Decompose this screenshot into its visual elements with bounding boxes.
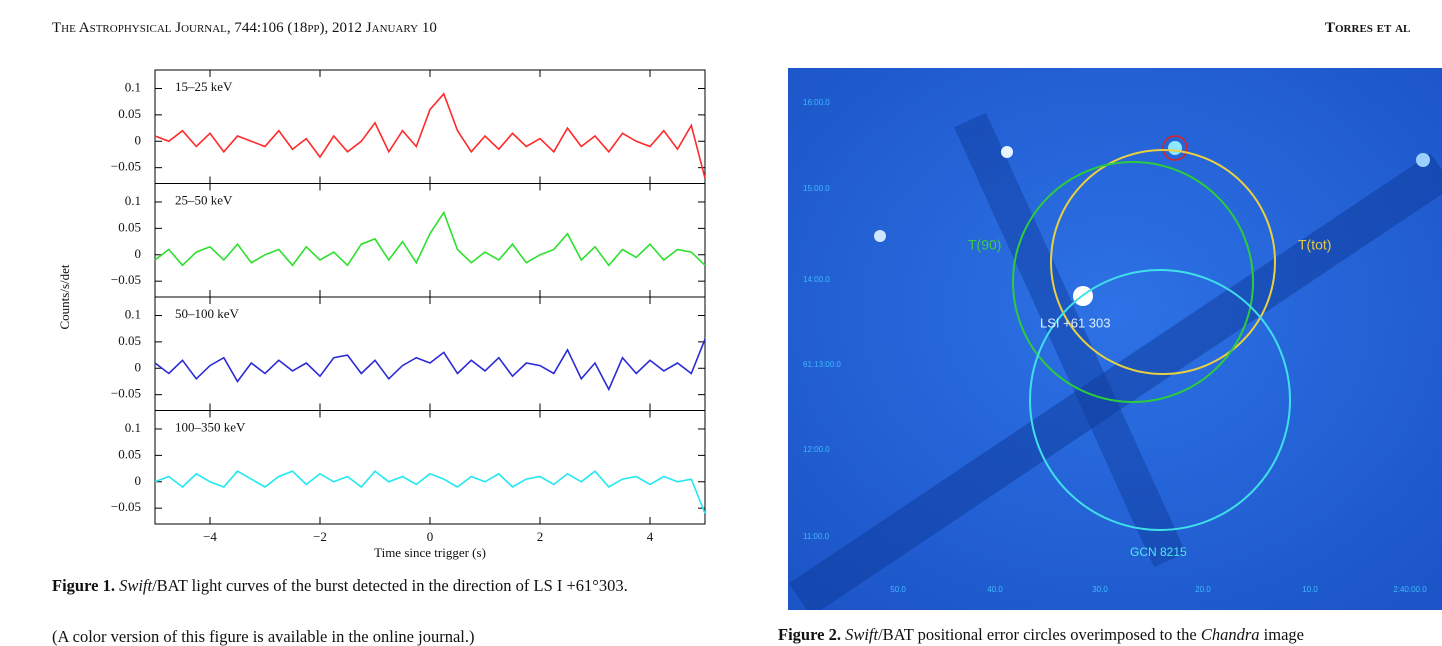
caption-text: /BAT positional error circles overimpose… [878, 625, 1201, 644]
dec-label: 15:00.0 [803, 184, 830, 193]
page: The Astrophysical Journal, 744:106 (18pp… [0, 0, 1442, 646]
source-label: LSI +61 303 [1040, 315, 1110, 330]
y-tick-label: 0.1 [125, 79, 141, 94]
x-tick-label: −2 [313, 529, 327, 544]
ra-label: 10.0 [1302, 585, 1318, 594]
figure2-caption: Figure 2. Swift/BAT positional error cir… [778, 626, 1304, 644]
y-tick-label: 0.1 [125, 193, 141, 208]
panel-frame [155, 184, 705, 298]
star [1001, 146, 1013, 158]
caption-text: image [1260, 625, 1304, 644]
y-tick-label: 0 [135, 246, 142, 261]
ra-label: 50.0 [890, 585, 906, 594]
y-tick-label: 0.05 [118, 106, 141, 121]
ra-label: 2:40:00.0 [1393, 585, 1427, 594]
caption-label: Figure 2. [778, 625, 841, 644]
star [874, 230, 886, 242]
x-tick-label: 4 [647, 529, 654, 544]
y-tick-label: 0.05 [118, 333, 141, 348]
caption-label: Figure 1. [52, 576, 115, 595]
star [1168, 141, 1182, 155]
caption-italic: Swift [119, 576, 152, 595]
figure1-caption: Figure 1. Swift/BAT light curves of the … [52, 577, 720, 595]
y-tick-label: 0.05 [118, 219, 141, 234]
t90-label: T(90) [968, 237, 1001, 253]
dec-label: 16:00.0 [803, 98, 830, 107]
y-tick-label: 0 [135, 359, 142, 374]
y-tick-label: 0 [135, 132, 142, 147]
x-axis-label: Time since trigger (s) [374, 545, 486, 560]
caption-italic: Chandra [1201, 625, 1260, 644]
y-tick-label: −0.05 [111, 159, 141, 174]
light-curve [155, 339, 705, 389]
y-tick-label: −0.05 [111, 272, 141, 287]
dec-label: 12:00.0 [803, 445, 830, 454]
y-tick-label: 0 [135, 473, 142, 488]
band-label: 50–100 keV [175, 306, 240, 321]
y-tick-label: 0.1 [125, 306, 141, 321]
x-tick-label: 0 [427, 529, 434, 544]
dec-label: 61:13:00.0 [803, 360, 841, 369]
band-label: 15–25 keV [175, 79, 233, 94]
star [1416, 153, 1430, 167]
ttot-label: T(tot) [1298, 237, 1331, 253]
y-tick-label: −0.05 [111, 499, 141, 514]
figure1-note: (A color version of this figure is avail… [52, 628, 474, 646]
dec-label: 11:00.0 [803, 532, 830, 541]
ra-label: 30.0 [1092, 585, 1108, 594]
band-label: 25–50 keV [175, 192, 233, 207]
light-curve [155, 471, 705, 513]
y-tick-label: −0.05 [111, 386, 141, 401]
y-tick-label: 0.05 [118, 446, 141, 461]
band-label: 100–350 keV [175, 419, 246, 434]
sky-image: T(90) T(tot) LSI +61 303 GCN 8215 16:00.… [788, 68, 1442, 610]
ra-label: 40.0 [987, 585, 1003, 594]
x-tick-label: −4 [203, 529, 217, 544]
light-curve [155, 213, 705, 266]
dec-label: 14:00.0 [803, 275, 830, 284]
light-curve [155, 94, 705, 178]
gcn-label: GCN 8215 [1130, 545, 1187, 559]
caption-text: /BAT light curves of the burst detected … [152, 576, 628, 595]
panel-frame [155, 70, 705, 184]
ra-label: 20.0 [1195, 585, 1211, 594]
y-tick-label: 0.1 [125, 420, 141, 435]
figures: T(90) T(tot) LSI +61 303 GCN 8215 16:00.… [0, 0, 1442, 646]
x-tick-label: 2 [537, 529, 544, 544]
y-axis-label: Counts/s/det [57, 264, 72, 329]
caption-italic: Swift [845, 625, 878, 644]
